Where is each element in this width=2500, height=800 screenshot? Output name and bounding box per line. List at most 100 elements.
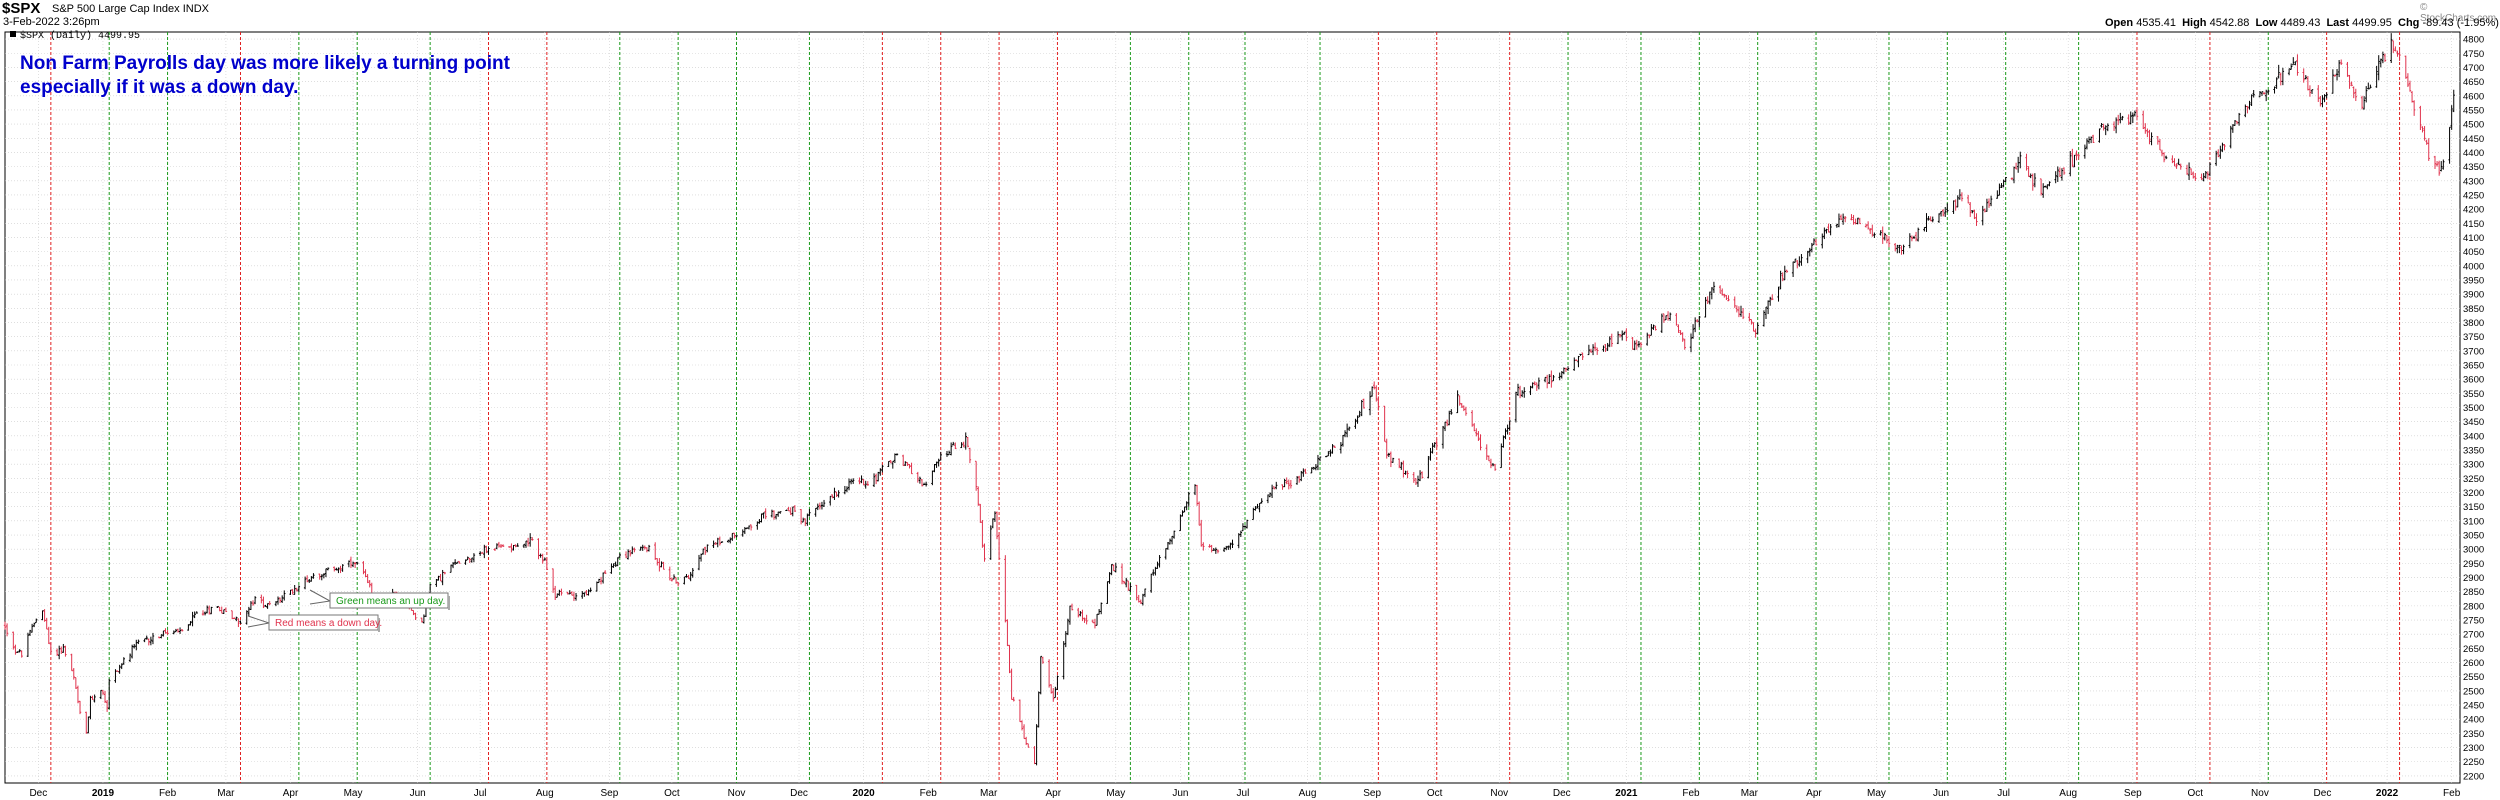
price-bar — [801, 517, 805, 523]
price-bar — [1835, 223, 1839, 228]
series-legend-text: $SPX (Daily) 4499.95 — [20, 30, 140, 42]
y-tick-label: 2650 — [2463, 644, 2484, 655]
x-tick-label: 2020 — [852, 788, 875, 799]
price-bar — [904, 461, 907, 466]
price-bar — [1339, 442, 1343, 454]
y-tick-label: 4500 — [2463, 120, 2484, 131]
price-bar — [1062, 641, 1065, 680]
y-tick-label: 3650 — [2463, 360, 2484, 371]
price-bar — [776, 511, 780, 517]
price-bar — [1662, 313, 1666, 323]
price-bar — [1954, 199, 1957, 211]
price-bar — [1681, 332, 1684, 342]
price-bar — [2012, 166, 2016, 184]
price-bar — [2383, 53, 2387, 62]
price-bar — [2156, 136, 2160, 145]
price-bar — [1370, 386, 1374, 397]
price-bar — [989, 525, 992, 560]
price-bar — [610, 563, 613, 574]
price-bar — [2237, 112, 2241, 126]
price-bar — [253, 596, 257, 605]
price-bar — [1143, 588, 1147, 598]
price-bar — [2173, 158, 2176, 167]
price-bar — [1168, 538, 1172, 545]
price-bar — [947, 450, 951, 456]
price-bar — [581, 591, 584, 599]
price-bar — [558, 589, 561, 596]
price-bar — [1150, 573, 1153, 593]
price-bar — [1289, 479, 1293, 489]
price-bar — [2302, 68, 2305, 83]
price-bar — [749, 524, 753, 531]
price-bar — [1654, 325, 1657, 331]
price-bar — [512, 544, 515, 551]
price-bar — [2335, 69, 2339, 81]
price-bar — [670, 577, 674, 582]
x-tick-label: Jul — [1237, 788, 1250, 799]
price-bar — [2029, 173, 2032, 179]
y-tick-label: 3000 — [2463, 545, 2484, 556]
price-bar — [266, 602, 269, 609]
price-bar — [2231, 124, 2235, 133]
stockcharts-credit[interactable]: © StockCharts.com — [2420, 2, 2497, 24]
price-bar — [1272, 486, 1276, 490]
price-bar — [151, 632, 155, 645]
price-bar — [362, 561, 365, 575]
price-bar — [1285, 477, 1288, 485]
price-bar — [704, 546, 707, 555]
price-bar — [108, 678, 111, 709]
x-tick-label: Oct — [664, 788, 680, 799]
price-bar — [1783, 265, 1786, 281]
price-bar — [1106, 581, 1109, 604]
price-bar — [1754, 328, 1757, 338]
price-bar — [1183, 506, 1186, 513]
price-bar — [906, 462, 909, 467]
price-bar — [568, 590, 571, 595]
y-tick-label: 4450 — [2463, 134, 2484, 145]
price-bar — [1648, 334, 1651, 339]
price-bar — [114, 669, 117, 683]
price-bar — [1464, 406, 1468, 416]
price-bar — [2077, 153, 2080, 160]
price-bar — [1070, 603, 1074, 611]
price-bar — [351, 561, 355, 568]
price-bar — [1341, 434, 1345, 447]
y-tick-label: 3550 — [2463, 389, 2484, 400]
price-bar — [105, 700, 109, 712]
price-bar — [887, 461, 890, 467]
y-tick-label: 2600 — [2463, 658, 2484, 669]
price-bar — [1052, 688, 1055, 702]
price-bar — [852, 478, 855, 484]
price-bar — [2069, 151, 2072, 177]
price-bar — [1095, 613, 1099, 626]
price-bar — [320, 574, 323, 581]
price-bar — [1798, 256, 1801, 267]
price-bar — [289, 589, 292, 595]
price-bar — [1179, 514, 1182, 532]
price-bar — [508, 546, 511, 548]
price-bar — [893, 453, 897, 464]
price-bar — [2433, 155, 2437, 169]
price-bar — [560, 588, 563, 596]
price-bar — [1812, 238, 1816, 245]
price-bar — [1108, 572, 1111, 584]
price-bar — [1631, 336, 1634, 350]
price-bar — [2260, 91, 2264, 96]
price-bar — [481, 551, 484, 554]
price-bar — [1281, 484, 1284, 490]
price-bar — [514, 544, 517, 548]
price-bar — [2027, 166, 2030, 177]
price-bar — [2442, 159, 2445, 170]
y-tick-label: 4100 — [2463, 233, 2484, 244]
price-bar — [874, 473, 878, 485]
price-bar — [458, 560, 461, 564]
price-bar — [28, 629, 32, 636]
price-bar — [347, 560, 351, 568]
price-bar — [1216, 549, 1220, 554]
price-bar — [687, 574, 690, 579]
y-tick-label: 3200 — [2463, 488, 2484, 499]
price-bar — [2306, 76, 2310, 91]
price-bar — [1739, 305, 1743, 317]
price-bar — [49, 642, 53, 655]
